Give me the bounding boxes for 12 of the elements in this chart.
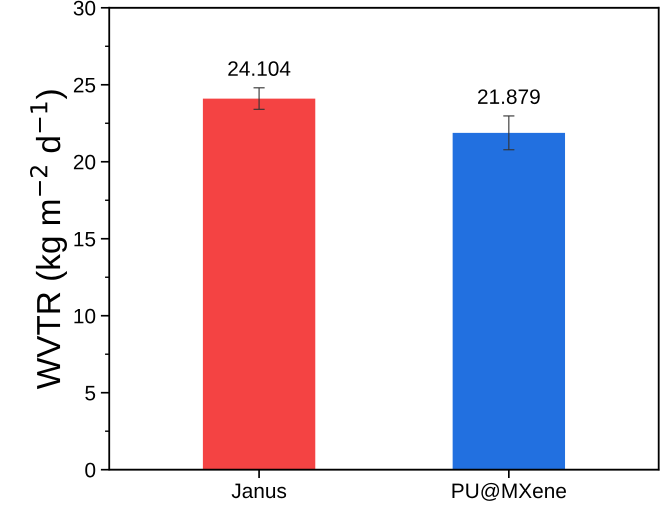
y-tick-label: 20 bbox=[74, 154, 96, 170]
y-tick-label: 15 bbox=[74, 232, 96, 246]
x-tick-label: PU@MXene bbox=[452, 482, 566, 501]
y-tick-label: 10 bbox=[74, 308, 96, 324]
y-tick-label: 25 bbox=[74, 78, 96, 93]
data-label: 24.104 bbox=[228, 61, 290, 76]
y-axis-title: WVTR (kg m$^{−2}$ d$^{−1}$) bbox=[30, 90, 67, 390]
data-label: 21.879 bbox=[478, 89, 540, 104]
y-tick-label: 5 bbox=[85, 386, 96, 400]
y-tick-label: 30 bbox=[74, 0, 96, 16]
x-tick-label: Janus bbox=[232, 484, 286, 498]
y-tick-label: 0 bbox=[85, 462, 96, 478]
